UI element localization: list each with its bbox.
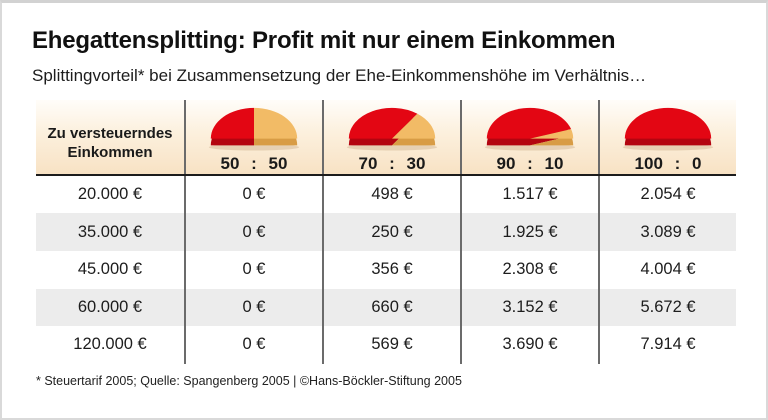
value-cell: 1.925 €: [460, 213, 598, 251]
value-cell: 3.089 €: [598, 213, 736, 251]
value-cell: 3.690 €: [460, 326, 598, 364]
income-cell: 60.000 €: [77, 297, 143, 316]
ratio-label: 90 : 10: [496, 153, 564, 173]
value-cell: 0 €: [184, 250, 322, 289]
splitting-advantage-table: Zu versteuerndes Einkommen 50 : 50 70 : …: [36, 99, 736, 364]
half-pie-icon-50-50: [206, 105, 302, 153]
row-header-line2: Einkommen: [67, 144, 153, 162]
income-cell: 20.000 €: [77, 185, 143, 204]
table-row: 20.000 € 0 € 498 € 1.517 € 2.054 €: [36, 175, 736, 214]
value-cell: 498 €: [322, 175, 460, 214]
income-cell: 35.000 €: [77, 222, 143, 241]
value-cell: 356 €: [322, 250, 460, 289]
value-cell: 5.672 €: [598, 288, 736, 327]
subtitle: Splittingvorteil* bei Zusammensetzung de…: [32, 65, 647, 85]
value-cell: 0 €: [184, 288, 322, 327]
value-cell: 3.152 €: [460, 288, 598, 327]
table-row: 120.000 € 0 € 569 € 3.690 € 7.914 €: [36, 326, 736, 364]
table-header-row: Zu versteuerndes Einkommen 50 : 50 70 : …: [36, 99, 736, 176]
row-header-line1: Zu versteuerndes: [47, 124, 173, 142]
column-header-50-50: 50 : 50: [184, 99, 322, 174]
footnote-source: * Steuertarif 2005; Quelle: Spangenberg …: [36, 373, 462, 388]
half-pie-icon-90-10: [482, 105, 578, 153]
half-pie-icon-100-0: [620, 105, 716, 153]
value-cell: 0 €: [184, 326, 322, 364]
column-header-100-0: 100 : 0: [598, 99, 736, 174]
table-row: 60.000 € 0 € 660 € 3.152 € 5.672 €: [36, 288, 736, 327]
value-cell: 0 €: [184, 175, 322, 214]
value-cell: 0 €: [184, 213, 322, 251]
value-cell: 7.914 €: [598, 326, 736, 364]
ratio-label: 50 : 50: [220, 153, 288, 173]
ratio-label: 70 : 30: [358, 153, 426, 173]
value-cell: 4.004 €: [598, 250, 736, 289]
ratio-label: 100 : 0: [634, 153, 702, 173]
half-pie-icon-70-30: [344, 105, 440, 153]
table-body: 20.000 € 0 € 498 € 1.517 € 2.054 € 35.00…: [36, 175, 736, 364]
income-cell: 45.000 €: [77, 260, 143, 279]
value-cell: 660 €: [322, 288, 460, 327]
row-header-income: Zu versteuerndes Einkommen: [36, 100, 184, 174]
value-cell: 2.054 €: [598, 175, 736, 214]
value-cell: 1.517 €: [460, 175, 598, 214]
column-header-90-10: 90 : 10: [460, 99, 598, 174]
income-cell: 120.000 €: [73, 335, 147, 354]
column-header-70-30: 70 : 30: [322, 99, 460, 174]
value-cell: 250 €: [322, 213, 460, 251]
value-cell: 2.308 €: [460, 250, 598, 289]
value-cell: 569 €: [322, 326, 460, 364]
page-title: Ehegattensplitting: Profit mit nur einem…: [32, 27, 616, 54]
table-row: 45.000 € 0 € 356 € 2.308 € 4.004 €: [36, 250, 736, 289]
table-row: 35.000 € 0 € 250 € 1.925 € 3.089 €: [36, 213, 736, 251]
